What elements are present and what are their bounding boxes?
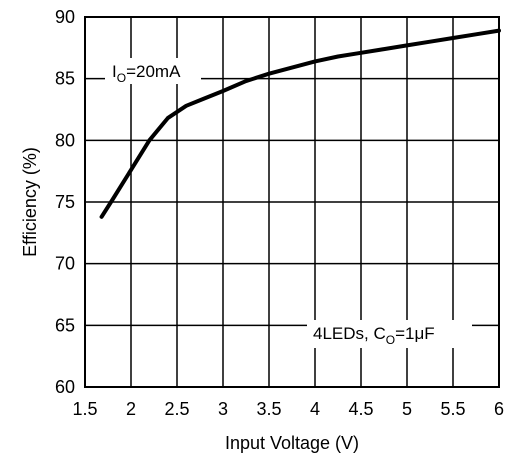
x-tick-label: 1.5 <box>72 399 97 419</box>
x-axis-label: Input Voltage (V) <box>225 433 359 453</box>
y-tick-label: 60 <box>55 377 75 397</box>
x-tick-label: 4 <box>310 399 320 419</box>
x-tick-label: 4.5 <box>348 399 373 419</box>
annotation-current-subscript: O <box>117 71 126 85</box>
y-tick-label: 75 <box>55 192 75 212</box>
x-tick-label: 2.5 <box>164 399 189 419</box>
plot-frame <box>84 16 500 388</box>
annotation-current-background <box>105 58 201 84</box>
x-tick-label: 5 <box>402 399 412 419</box>
annotation-configuration: 4LEDs, CO=1μF <box>313 324 435 347</box>
annotation-config-subscript: O <box>386 333 395 347</box>
y-tick-label: 65 <box>55 315 75 335</box>
x-tick-labels: 1.5 2 2.5 3 3.5 4 4.5 5 5.5 6 <box>72 399 504 419</box>
annotation-config-main: 4LEDs, C <box>313 324 386 343</box>
y-tick-labels: 60 65 70 75 80 85 90 <box>55 7 75 397</box>
series-group <box>99 28 501 219</box>
y-axis-label: Efficiency (%) <box>20 147 40 257</box>
y-tick-label: 90 <box>55 7 75 27</box>
y-tick-label: 70 <box>55 254 75 274</box>
x-tick-label: 2 <box>126 399 136 419</box>
efficiency-series-line <box>99 28 501 219</box>
x-tick-label: 6 <box>494 399 504 419</box>
annotation-config-background <box>307 320 472 348</box>
annotation-output-current: IO=20mA <box>112 62 181 85</box>
annotation-current-main: I <box>112 62 117 81</box>
y-tick-label: 80 <box>55 130 75 150</box>
x-tick-label: 5.5 <box>440 399 465 419</box>
annotation-current-value: =20mA <box>126 62 181 81</box>
x-tick-label: 3 <box>218 399 228 419</box>
x-tick-label: 3.5 <box>256 399 281 419</box>
annotation-config-value: =1μF <box>395 324 435 343</box>
y-tick-label: 85 <box>55 69 75 89</box>
grid-lines <box>85 17 499 387</box>
